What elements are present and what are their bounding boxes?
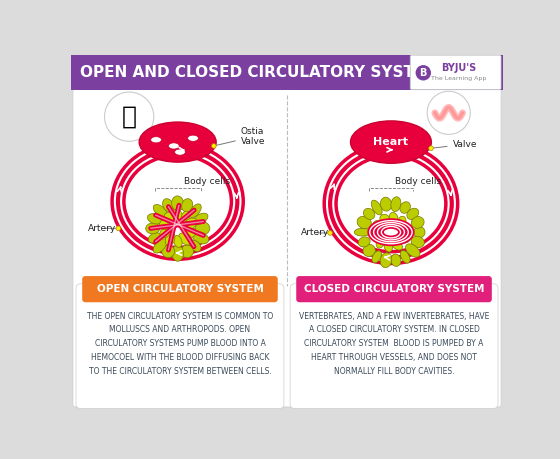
- Text: CLOSED CIRCULATORY SYSTEM: CLOSED CIRCULATORY SYSTEM: [304, 284, 484, 294]
- Ellipse shape: [397, 216, 406, 228]
- Ellipse shape: [195, 222, 210, 235]
- Ellipse shape: [357, 216, 371, 229]
- Ellipse shape: [188, 135, 198, 141]
- Text: 🦗: 🦗: [122, 105, 137, 129]
- Ellipse shape: [372, 220, 384, 230]
- Ellipse shape: [363, 208, 375, 219]
- Ellipse shape: [371, 229, 382, 239]
- Text: OPEN AND CLOSED CIRCULATORY SYSTEM: OPEN AND CLOSED CIRCULATORY SYSTEM: [80, 65, 440, 80]
- Text: Heart: Heart: [374, 137, 408, 147]
- Ellipse shape: [358, 237, 370, 247]
- Ellipse shape: [391, 197, 401, 212]
- Ellipse shape: [400, 226, 410, 235]
- Ellipse shape: [391, 254, 401, 266]
- FancyBboxPatch shape: [73, 89, 501, 407]
- Circle shape: [116, 226, 120, 230]
- Text: Ostia
Valve: Ostia Valve: [217, 127, 265, 146]
- FancyBboxPatch shape: [82, 276, 278, 302]
- Ellipse shape: [165, 232, 175, 246]
- Circle shape: [212, 144, 216, 148]
- Text: BYJU'S: BYJU'S: [441, 63, 477, 73]
- Ellipse shape: [398, 235, 410, 243]
- Ellipse shape: [392, 241, 403, 250]
- Ellipse shape: [185, 227, 196, 237]
- Ellipse shape: [162, 199, 174, 212]
- Text: Body cells: Body cells: [184, 177, 230, 186]
- Ellipse shape: [389, 213, 398, 224]
- Ellipse shape: [160, 219, 171, 230]
- Ellipse shape: [380, 214, 390, 224]
- Circle shape: [328, 230, 333, 235]
- Ellipse shape: [371, 200, 382, 215]
- Ellipse shape: [151, 137, 161, 143]
- Ellipse shape: [414, 227, 425, 238]
- Ellipse shape: [181, 199, 193, 212]
- Ellipse shape: [148, 233, 161, 243]
- Ellipse shape: [169, 143, 179, 149]
- FancyBboxPatch shape: [71, 55, 503, 90]
- Ellipse shape: [171, 196, 184, 211]
- Ellipse shape: [139, 122, 216, 162]
- Ellipse shape: [153, 239, 167, 253]
- Ellipse shape: [147, 213, 162, 224]
- Ellipse shape: [162, 245, 175, 257]
- Ellipse shape: [172, 245, 184, 261]
- Ellipse shape: [384, 241, 393, 252]
- Ellipse shape: [354, 228, 371, 236]
- FancyBboxPatch shape: [296, 276, 492, 302]
- Text: Artery: Artery: [87, 224, 116, 233]
- Text: Body cells: Body cells: [395, 177, 441, 186]
- Ellipse shape: [183, 218, 197, 230]
- Text: The Learning App: The Learning App: [431, 76, 487, 81]
- Circle shape: [105, 92, 154, 141]
- Ellipse shape: [146, 223, 160, 234]
- Ellipse shape: [164, 213, 175, 223]
- Ellipse shape: [380, 197, 391, 211]
- FancyBboxPatch shape: [76, 284, 284, 409]
- Ellipse shape: [400, 251, 410, 263]
- Ellipse shape: [181, 211, 190, 224]
- Ellipse shape: [405, 244, 420, 257]
- Ellipse shape: [407, 208, 419, 219]
- Ellipse shape: [153, 205, 167, 217]
- Text: Valve: Valve: [434, 140, 477, 149]
- Ellipse shape: [351, 121, 431, 163]
- Ellipse shape: [193, 232, 209, 244]
- Circle shape: [427, 91, 470, 134]
- Text: Artery: Artery: [301, 229, 329, 237]
- Ellipse shape: [411, 236, 424, 247]
- Ellipse shape: [179, 233, 193, 245]
- Circle shape: [429, 146, 433, 151]
- Ellipse shape: [376, 236, 385, 248]
- Ellipse shape: [160, 228, 171, 238]
- Ellipse shape: [189, 204, 201, 218]
- Circle shape: [416, 65, 431, 80]
- Ellipse shape: [174, 235, 182, 247]
- Text: OPEN CIRCULATORY SYSTEM: OPEN CIRCULATORY SYSTEM: [96, 284, 263, 294]
- Ellipse shape: [380, 253, 392, 268]
- Ellipse shape: [411, 217, 424, 228]
- Text: B: B: [419, 68, 427, 78]
- Text: THE OPEN CIRCULATORY SYSTEM IS COMMON TO
MOLLUSCS AND ARTHROPODS. OPEN
CIRCULATO: THE OPEN CIRCULATORY SYSTEM IS COMMON TO…: [87, 312, 273, 376]
- Ellipse shape: [181, 245, 193, 257]
- Ellipse shape: [193, 213, 208, 224]
- Ellipse shape: [175, 149, 185, 155]
- Ellipse shape: [172, 209, 183, 221]
- FancyBboxPatch shape: [290, 284, 498, 409]
- Text: VERTEBRATES, AND A FEW INVERTEBRATES, HAVE
A CLOSED CIRCULATORY SYSTEM. IN CLOSE: VERTEBRATES, AND A FEW INVERTEBRATES, HA…: [299, 312, 489, 376]
- Ellipse shape: [189, 240, 201, 252]
- Ellipse shape: [372, 251, 381, 263]
- Ellipse shape: [363, 244, 375, 257]
- FancyBboxPatch shape: [410, 55, 501, 90]
- Ellipse shape: [400, 202, 410, 213]
